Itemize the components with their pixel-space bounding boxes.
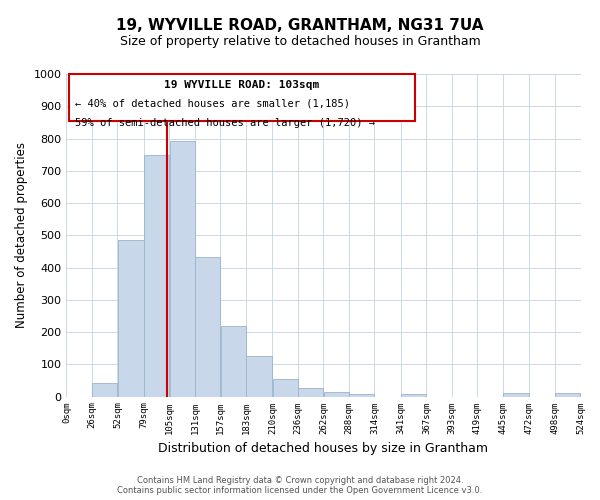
X-axis label: Distribution of detached houses by size in Grantham: Distribution of detached houses by size … <box>158 442 488 455</box>
Bar <box>401 394 426 396</box>
Bar <box>246 356 272 397</box>
FancyBboxPatch shape <box>70 74 415 121</box>
Y-axis label: Number of detached properties: Number of detached properties <box>15 142 28 328</box>
Bar <box>195 257 220 396</box>
Text: Size of property relative to detached houses in Grantham: Size of property relative to detached ho… <box>119 35 481 48</box>
Bar <box>324 392 349 396</box>
Bar <box>503 394 529 396</box>
Bar <box>272 380 298 396</box>
Text: ← 40% of detached houses are smaller (1,185): ← 40% of detached houses are smaller (1,… <box>74 98 350 108</box>
Bar <box>144 156 169 396</box>
Text: 59% of semi-detached houses are larger (1,720) →: 59% of semi-detached houses are larger (… <box>74 118 374 128</box>
Text: 19 WYVILLE ROAD: 103sqm: 19 WYVILLE ROAD: 103sqm <box>164 80 320 90</box>
Text: 19, WYVILLE ROAD, GRANTHAM, NG31 7UA: 19, WYVILLE ROAD, GRANTHAM, NG31 7UA <box>116 18 484 32</box>
Bar <box>555 394 580 396</box>
Text: Contains HM Land Registry data © Crown copyright and database right 2024.: Contains HM Land Registry data © Crown c… <box>137 476 463 485</box>
Bar <box>298 388 323 396</box>
Bar <box>170 141 194 397</box>
Bar <box>92 382 117 396</box>
Bar <box>221 326 246 396</box>
Bar <box>118 240 143 396</box>
Text: Contains public sector information licensed under the Open Government Licence v3: Contains public sector information licen… <box>118 486 482 495</box>
Bar <box>349 394 374 396</box>
